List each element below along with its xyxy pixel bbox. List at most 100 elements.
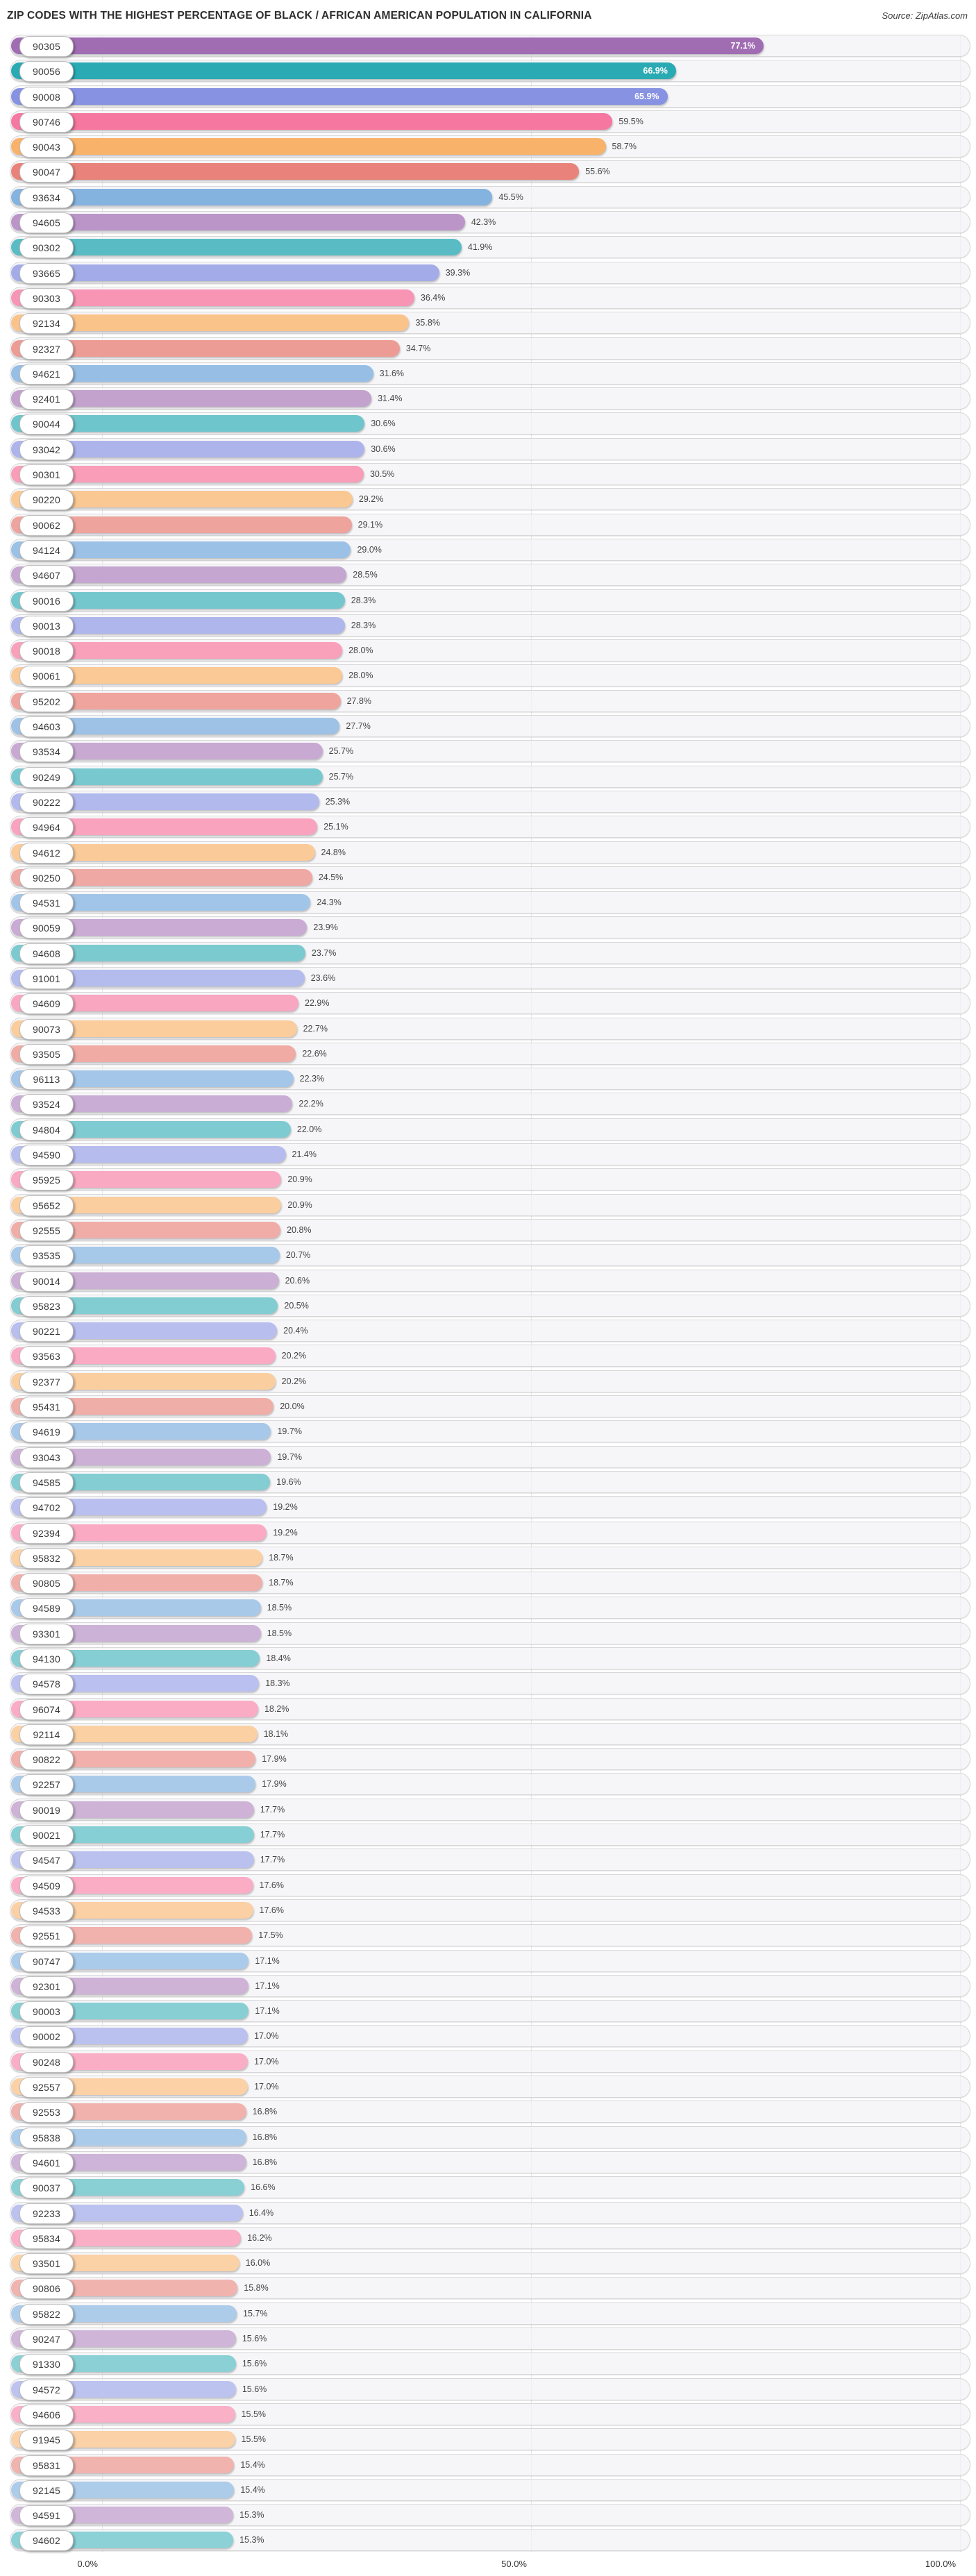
value-label: 20.7% <box>285 1250 311 1261</box>
source-note: Source: ZipAtlas.com <box>882 10 968 21</box>
value-label: 17.1% <box>255 1955 280 1966</box>
zip-pill: 90806 <box>19 2278 74 2300</box>
zip-pill: 93501 <box>19 2253 74 2275</box>
zip-pill: 91001 <box>19 968 74 989</box>
zip-label: 90043 <box>33 142 60 153</box>
bar-row: 90250 24.5% <box>0 866 976 889</box>
zip-pill: 94602 <box>19 2530 74 2552</box>
bar-row: 92557 17.0% <box>0 2076 976 2098</box>
bar-row: 92327 34.7% <box>0 337 976 360</box>
bar-row: 90747 17.1% <box>0 1949 976 1972</box>
value-label: 25.1% <box>323 822 348 832</box>
value-label: 15.5% <box>241 2434 267 2445</box>
zip-pill: 95834 <box>19 2228 74 2249</box>
value-label: 36.4% <box>420 292 446 303</box>
zip-pill: 94585 <box>19 1472 74 1493</box>
zip-pill: 94606 <box>19 2404 74 2425</box>
zip-label: 93634 <box>33 192 60 203</box>
zip-pill: 94591 <box>19 2505 74 2527</box>
zip-pill: 95831 <box>19 2455 74 2476</box>
value-label: 66.9% <box>643 66 668 76</box>
zip-label: 94609 <box>33 998 60 1010</box>
zip-label: 92233 <box>33 2207 60 2219</box>
bar-row: 93505 22.6% <box>0 1042 976 1065</box>
zip-label: 90062 <box>33 519 60 531</box>
value-label: 17.7% <box>260 1855 285 1865</box>
zip-pill: 90248 <box>19 2051 74 2073</box>
bar-row: 92134 35.8% <box>0 312 976 335</box>
zip-pill: 90302 <box>19 237 74 259</box>
value-label: 42.3% <box>471 217 496 228</box>
zip-label: 90056 <box>33 66 60 78</box>
bar-row: 94572 15.6% <box>0 2377 976 2400</box>
value-label: 19.2% <box>273 1527 298 1538</box>
zip-label: 91001 <box>33 973 60 984</box>
value-label: 19.7% <box>277 1426 302 1437</box>
value-label: 17.9% <box>262 1779 287 1790</box>
bar <box>11 87 668 105</box>
value-label: 15.4% <box>240 2459 265 2470</box>
zip-label: 95202 <box>33 696 60 707</box>
value-label: 19.6% <box>276 1476 301 1487</box>
zip-label: 90047 <box>33 167 60 178</box>
zip-pill: 94702 <box>19 1497 74 1519</box>
zip-pill: 90013 <box>19 615 74 637</box>
bar-row: 94601 16.8% <box>0 2150 976 2173</box>
value-label: 28.3% <box>351 595 376 605</box>
zip-label: 94619 <box>33 1426 60 1438</box>
zip-label: 94533 <box>33 1905 60 1917</box>
zip-label: 94602 <box>33 2535 60 2547</box>
bar-row: 94533 17.6% <box>0 1899 976 1921</box>
bar-row: 90806 15.8% <box>0 2277 976 2300</box>
bar-row: 93301 18.5% <box>0 1622 976 1644</box>
value-label: 18.5% <box>267 1628 292 1638</box>
bar-row: 91330 15.6% <box>0 2352 976 2375</box>
bar-row: 94964 25.1% <box>0 816 976 839</box>
zip-label: 90303 <box>33 292 60 304</box>
value-label: 28.3% <box>351 620 376 630</box>
zip-pill: 95832 <box>19 1547 74 1569</box>
zip-label: 90222 <box>33 796 60 808</box>
bar-row: 90301 30.5% <box>0 463 976 486</box>
value-label: 28.5% <box>353 570 378 580</box>
zip-pill: 94609 <box>19 993 74 1015</box>
bar-row: 92394 19.2% <box>0 1521 976 1544</box>
zip-pill: 95431 <box>19 1397 74 1418</box>
bar <box>11 264 439 281</box>
value-label: 55.6% <box>585 167 610 177</box>
bar <box>11 163 580 180</box>
zip-label: 90002 <box>33 2031 60 2043</box>
bar-row: 90037 16.6% <box>0 2176 976 2199</box>
zip-pill: 90220 <box>19 489 74 511</box>
bar-row: 93535 20.7% <box>0 1244 976 1267</box>
value-label: 24.8% <box>321 847 346 857</box>
value-label: 17.7% <box>260 1804 285 1815</box>
bar-row: 95652 20.9% <box>0 1193 976 1216</box>
value-label: 35.8% <box>415 318 440 328</box>
value-label: 16.6% <box>251 2182 276 2193</box>
zip-label: 94605 <box>33 217 60 229</box>
zip-label: 92401 <box>33 394 60 405</box>
zip-label: 91330 <box>33 2359 60 2371</box>
zip-label: 92394 <box>33 1527 60 1539</box>
bar-row: 94585 19.6% <box>0 1470 976 1493</box>
bar-row: 94130 18.4% <box>0 1647 976 1669</box>
value-label: 18.1% <box>263 1728 289 1739</box>
zip-pill: 93043 <box>19 1447 74 1468</box>
value-label: 18.7% <box>269 1578 294 1588</box>
bar <box>11 188 493 205</box>
value-label: 20.4% <box>283 1326 308 1336</box>
zip-label: 90305 <box>33 41 60 52</box>
bar-row: 93042 30.6% <box>0 437 976 460</box>
bar-row: 94590 21.4% <box>0 1143 976 1166</box>
zip-label: 94130 <box>33 1653 60 1665</box>
value-label: 15.6% <box>242 2359 267 2369</box>
value-label: 15.3% <box>239 2535 264 2545</box>
zip-pill: 95652 <box>19 1195 74 1216</box>
value-label: 15.7% <box>243 2308 268 2318</box>
zip-label: 94585 <box>33 1476 60 1488</box>
zip-pill: 90746 <box>19 111 74 133</box>
value-label: 29.1% <box>357 519 383 530</box>
zip-label: 95831 <box>33 2459 60 2471</box>
